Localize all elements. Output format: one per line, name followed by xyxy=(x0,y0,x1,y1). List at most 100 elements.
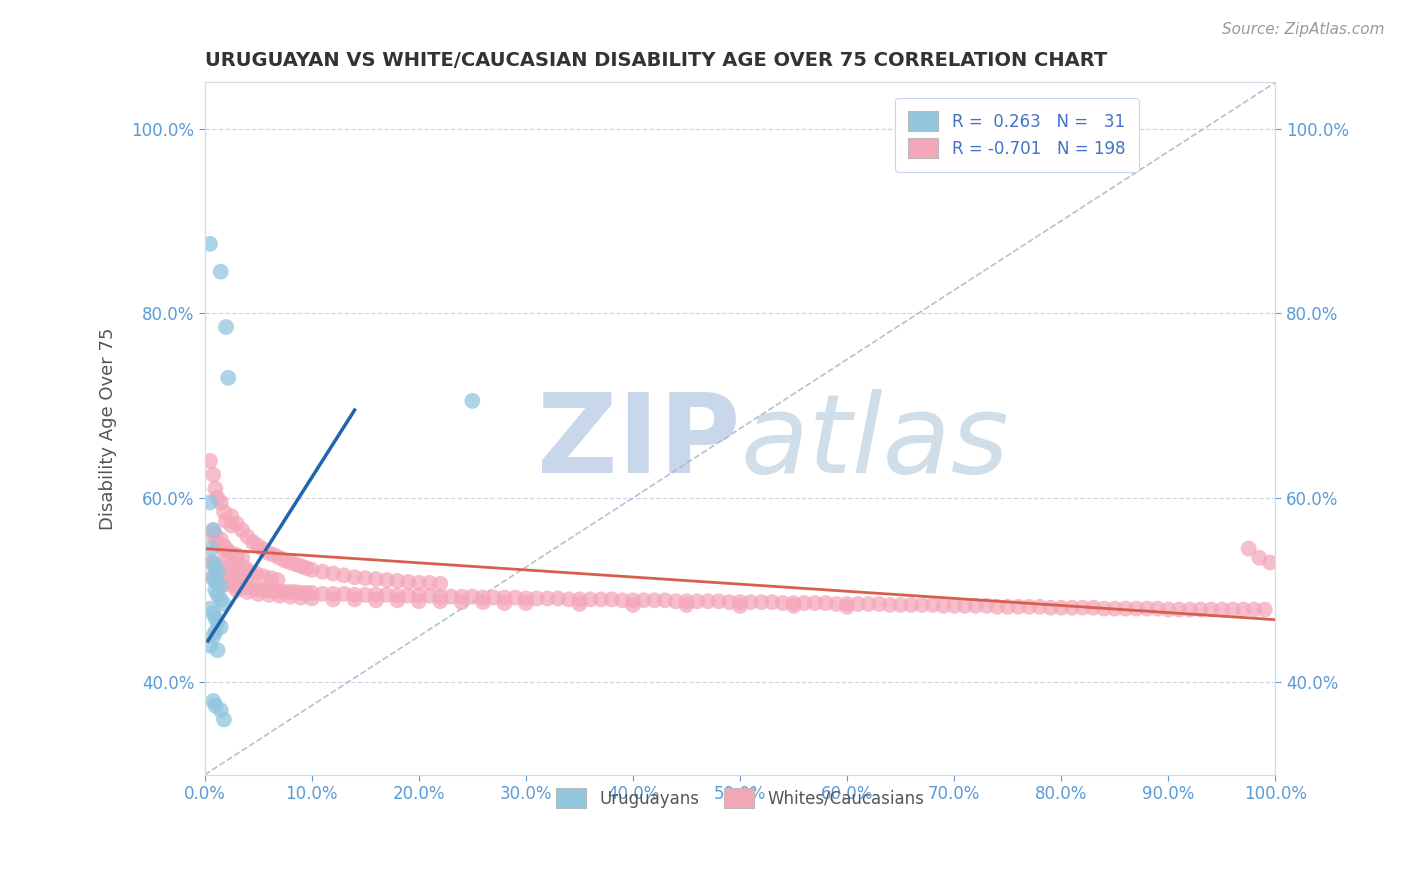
Point xyxy=(236,585,259,599)
Point xyxy=(209,533,232,547)
Y-axis label: Disability Age Over 75: Disability Age Over 75 xyxy=(100,327,117,530)
Point xyxy=(1029,599,1052,614)
Point xyxy=(986,599,1008,614)
Point xyxy=(1039,600,1062,615)
Point xyxy=(207,537,229,551)
Point xyxy=(408,594,430,608)
Point xyxy=(375,588,398,602)
Point xyxy=(579,592,602,607)
Point xyxy=(202,523,225,537)
Point xyxy=(387,574,409,588)
Point xyxy=(1083,600,1105,615)
Point xyxy=(1168,602,1191,616)
Point xyxy=(932,599,955,613)
Point xyxy=(278,590,301,604)
Point xyxy=(242,582,264,596)
Point xyxy=(589,592,612,607)
Point xyxy=(204,698,226,713)
Point xyxy=(207,491,229,505)
Point xyxy=(260,571,283,585)
Point xyxy=(202,629,225,643)
Point xyxy=(782,596,804,610)
Point xyxy=(557,592,579,607)
Point xyxy=(333,587,356,601)
Point xyxy=(225,516,247,531)
Point xyxy=(202,606,225,620)
Point xyxy=(1050,600,1073,615)
Point xyxy=(204,558,226,572)
Point xyxy=(236,530,259,544)
Point xyxy=(212,713,235,727)
Point xyxy=(284,585,307,599)
Point xyxy=(252,583,274,598)
Point xyxy=(301,591,323,606)
Point xyxy=(879,598,901,612)
Point xyxy=(202,572,225,586)
Point xyxy=(202,569,225,583)
Point xyxy=(231,550,253,565)
Point xyxy=(290,591,312,605)
Point xyxy=(696,594,718,608)
Point xyxy=(804,596,827,610)
Point xyxy=(212,505,235,519)
Point xyxy=(204,583,226,598)
Point xyxy=(269,584,291,599)
Point xyxy=(568,592,591,607)
Point xyxy=(322,587,344,601)
Point xyxy=(269,550,291,565)
Point xyxy=(217,549,239,563)
Point xyxy=(221,546,243,560)
Point xyxy=(204,528,226,542)
Point xyxy=(207,588,229,602)
Point xyxy=(242,535,264,549)
Point xyxy=(301,586,323,600)
Point xyxy=(472,595,495,609)
Point xyxy=(665,594,688,608)
Point xyxy=(212,597,235,611)
Point xyxy=(212,575,235,590)
Legend: Uruguayans, Whites/Caucasians: Uruguayans, Whites/Caucasians xyxy=(550,781,931,815)
Text: URUGUAYAN VS WHITE/CAUCASIAN DISABILITY AGE OVER 75 CORRELATION CHART: URUGUAYAN VS WHITE/CAUCASIAN DISABILITY … xyxy=(205,51,1107,70)
Point xyxy=(209,620,232,634)
Point xyxy=(198,601,221,615)
Text: ZIP: ZIP xyxy=(537,389,740,496)
Point xyxy=(354,571,377,585)
Point xyxy=(284,558,307,572)
Point xyxy=(215,541,238,556)
Point xyxy=(890,598,912,612)
Point xyxy=(278,585,301,599)
Point xyxy=(461,590,484,604)
Point xyxy=(236,570,259,584)
Point xyxy=(761,595,783,609)
Point xyxy=(1104,601,1126,615)
Point xyxy=(364,572,387,586)
Point xyxy=(621,598,644,612)
Point xyxy=(198,556,221,570)
Point xyxy=(290,586,312,600)
Point xyxy=(212,543,235,558)
Point xyxy=(204,574,226,588)
Point xyxy=(675,598,697,612)
Point xyxy=(1146,601,1168,615)
Point xyxy=(198,495,221,509)
Point xyxy=(526,591,548,606)
Point xyxy=(974,599,997,613)
Point xyxy=(536,591,558,606)
Point xyxy=(375,573,398,587)
Point xyxy=(239,565,262,579)
Point xyxy=(224,552,246,566)
Point xyxy=(782,599,804,613)
Point xyxy=(408,575,430,590)
Point xyxy=(612,593,634,607)
Point xyxy=(229,579,252,593)
Point xyxy=(450,590,472,604)
Point xyxy=(322,566,344,581)
Point xyxy=(235,581,257,595)
Point xyxy=(252,542,274,557)
Point xyxy=(209,703,232,717)
Point xyxy=(225,548,247,562)
Point xyxy=(472,591,495,605)
Point xyxy=(202,694,225,708)
Point xyxy=(225,583,247,598)
Point xyxy=(202,556,225,570)
